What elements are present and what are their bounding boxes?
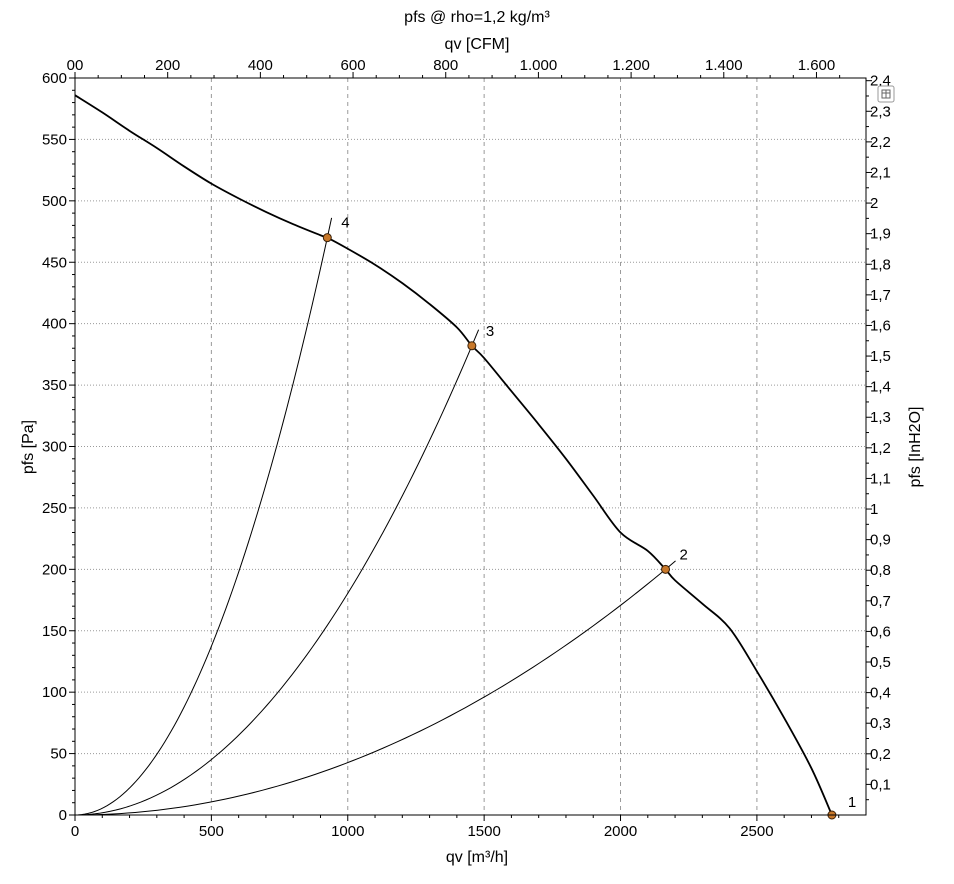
x2-tick-label: 200 — [155, 57, 180, 74]
y2-tick-label: 1,5 — [870, 348, 891, 365]
x-tick-label: 2500 — [740, 823, 773, 840]
y2-tick-label: 1 — [870, 501, 878, 518]
y-axis-label: pfs [Pa] — [20, 420, 37, 474]
x2-axis-label: qv [CFM] — [445, 36, 510, 53]
y2-tick-label: 2,4 — [870, 73, 891, 90]
chart-menu-button[interactable] — [877, 85, 895, 103]
y-tick-label: 450 — [42, 254, 67, 271]
x-axis-label: qv [m³/h] — [446, 849, 508, 866]
y2-tick-label: 0,7 — [870, 593, 891, 610]
y-tick-label: 100 — [42, 684, 67, 701]
y2-tick-label: 2,2 — [870, 134, 891, 151]
y-tick-label: 400 — [42, 316, 67, 333]
operating-point-label: 4 — [341, 215, 349, 232]
x-tick-label: 1000 — [331, 823, 364, 840]
y2-tick-label: 0,9 — [870, 532, 891, 549]
system-curve-3 — [74, 329, 480, 816]
y2-tick-label: 2,1 — [870, 164, 891, 181]
y2-tick-label: 0,4 — [870, 685, 891, 702]
y2-tick-label: 1,4 — [870, 379, 891, 396]
operating-point-3[interactable] — [467, 341, 477, 351]
y-tick-label: 250 — [42, 500, 67, 517]
y2-tick-label: 1,9 — [870, 226, 891, 243]
y2-tick-label: 1,7 — [870, 287, 891, 304]
y-tick-label: 200 — [42, 561, 67, 578]
fan-curve-line — [74, 94, 833, 816]
y2-tick-label: 0,3 — [870, 715, 891, 732]
x2-tick-label: 1.000 — [520, 57, 558, 74]
x-tick-label: 500 — [199, 823, 224, 840]
grid — [75, 78, 866, 815]
x2-tick-label: 00 — [67, 57, 84, 74]
y2-tick-label: 1,2 — [870, 440, 891, 457]
x-tick-label: 0 — [71, 823, 79, 840]
y2-tick-label: 0,8 — [870, 562, 891, 579]
y2-tick-label: 0,1 — [870, 776, 891, 793]
y-tick-label: 550 — [42, 131, 67, 148]
y2-tick-label: 1,3 — [870, 409, 891, 426]
x-tick-label: 2000 — [604, 823, 637, 840]
x-tick-label: 1500 — [467, 823, 500, 840]
y-tick-label: 150 — [42, 623, 67, 640]
operating-point-4[interactable] — [322, 233, 332, 243]
axes: 0 500 1000 1500 2000 250005010015020025030035… — [42, 57, 891, 840]
operating-point-2[interactable] — [661, 564, 671, 574]
operating-point-label: 3 — [486, 323, 494, 340]
y-tick-label: 350 — [42, 377, 67, 394]
operating-point-label: 1 — [848, 794, 856, 811]
x2-tick-label: 600 — [341, 57, 366, 74]
y-tick-label: 300 — [42, 439, 67, 456]
x2-tick-label: 1.400 — [705, 57, 743, 74]
system-curve-4 — [74, 217, 333, 816]
y-tick-label: 600 — [42, 70, 67, 87]
y2-tick-label: 1,8 — [870, 256, 891, 273]
y2-tick-label: 1,6 — [870, 317, 891, 334]
x2-tick-label: 800 — [433, 57, 458, 74]
y2-tick-label: 0,2 — [870, 746, 891, 763]
y2-tick-label: 1,1 — [870, 470, 891, 487]
y2-tick-label: 0,6 — [870, 623, 891, 640]
x2-tick-label: 1.600 — [798, 57, 836, 74]
y-tick-label: 50 — [50, 746, 67, 763]
curves — [74, 94, 833, 816]
y2-tick-label: 0,5 — [870, 654, 891, 671]
y-tick-label: 500 — [42, 193, 67, 210]
y2-axis-label: pfs [InH2O] — [907, 407, 924, 488]
operating-point-label: 2 — [680, 546, 688, 563]
chart-title: pfs @ rho=1,2 kg/m³ — [404, 9, 550, 26]
operating-points: 1 2 3 4 — [322, 215, 856, 820]
y-tick-label: 0 — [59, 807, 67, 824]
y2-tick-label: 2,3 — [870, 103, 891, 120]
y2-tick-label: 2 — [870, 195, 878, 212]
x2-tick-label: 400 — [248, 57, 273, 74]
system-curve-2 — [74, 560, 676, 816]
x2-tick-label: 1.200 — [612, 57, 650, 74]
